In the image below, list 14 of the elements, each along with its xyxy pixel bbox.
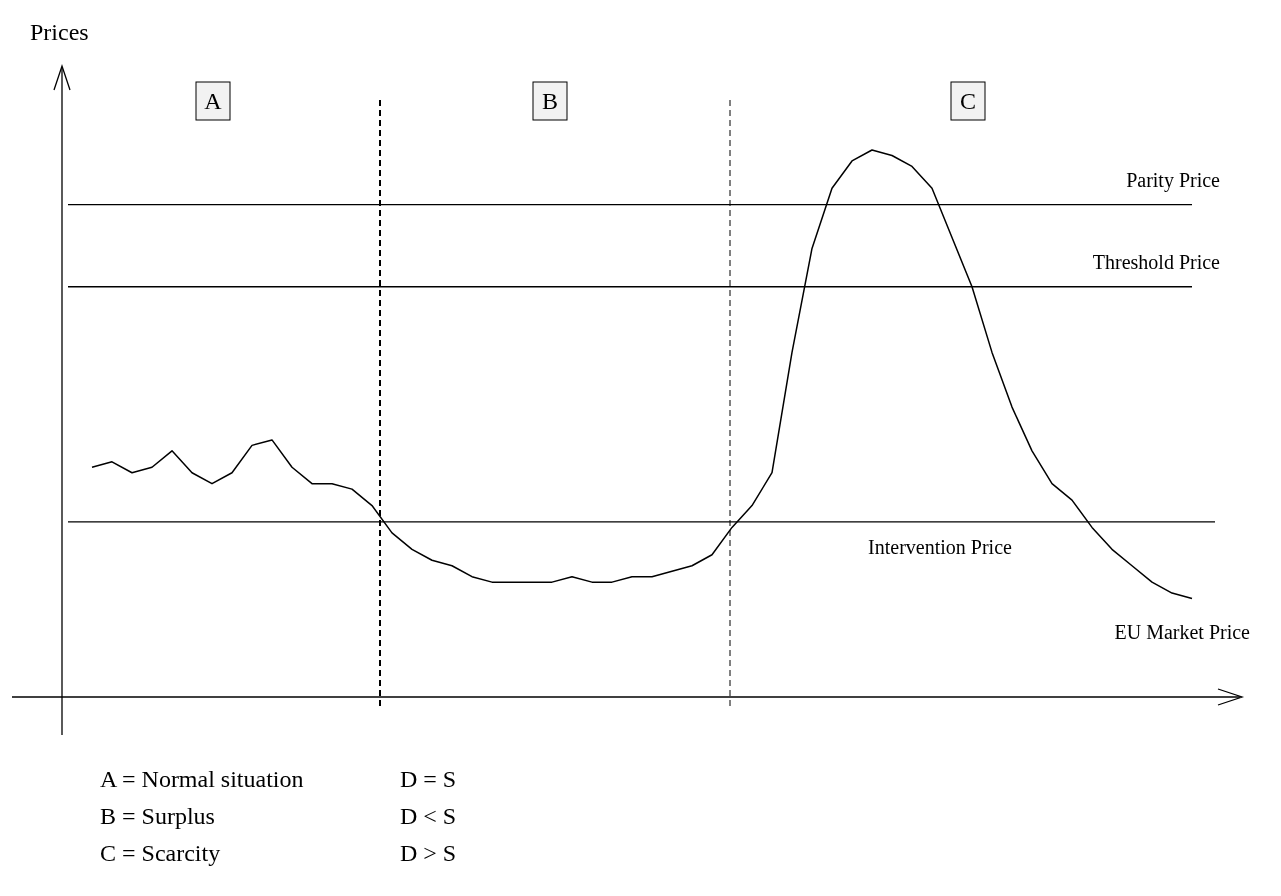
text: D = S [400, 766, 457, 792]
text: D < S [400, 803, 457, 829]
text: B = Surplus [100, 803, 215, 829]
text: A [204, 88, 223, 114]
y-axis-title: Prices [30, 19, 89, 45]
text: D > S [400, 840, 457, 866]
ref-line-label: Intervention Price [868, 535, 1013, 558]
ref-line-label: Parity Price [1126, 168, 1221, 192]
text: B [541, 88, 559, 114]
ref-line-label: Threshold Price [1092, 250, 1221, 273]
text: A = Normal situation [100, 766, 304, 792]
series-label: EU Market Price [1114, 620, 1251, 643]
text: C = Scarcity [100, 840, 221, 866]
text: C [959, 88, 977, 114]
